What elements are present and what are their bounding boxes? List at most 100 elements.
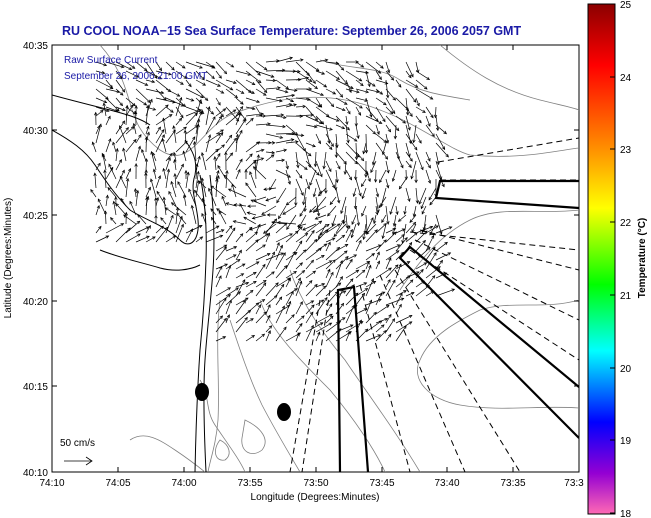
current-vector-head — [304, 166, 308, 170]
current-vector — [105, 106, 118, 112]
overlay-line-2: September 26, 2006 21:00 GMT — [64, 71, 207, 82]
current-vector-head — [329, 313, 333, 317]
current-vector — [185, 97, 194, 102]
current-vector-head — [382, 118, 386, 123]
current-vector — [305, 270, 316, 279]
current-vector-head — [218, 75, 222, 79]
current-vector — [250, 199, 267, 207]
current-vector — [385, 279, 391, 288]
current-vector-head — [149, 178, 154, 183]
current-vector — [295, 160, 308, 170]
x-tick-label: 73:3 — [564, 478, 584, 489]
current-vector-head — [429, 231, 433, 236]
current-vector-head — [390, 77, 395, 81]
current-vector — [185, 172, 189, 189]
current-vector-head — [388, 333, 392, 338]
colorbar-tick-label: 21 — [620, 291, 632, 302]
current-vector-head — [162, 196, 166, 201]
current-vector-head — [345, 225, 349, 229]
current-vector-head — [309, 182, 313, 186]
current-vector-head — [103, 169, 107, 173]
current-vector — [395, 315, 413, 324]
current-vector — [276, 187, 287, 203]
current-vector — [175, 97, 182, 117]
current-vector-head — [330, 271, 334, 276]
current-vector-head — [420, 166, 424, 171]
current-vector-head — [408, 74, 412, 79]
current-vector-head — [389, 110, 394, 115]
current-vector — [295, 323, 303, 333]
current-vector — [375, 70, 382, 80]
current-vector-head — [192, 141, 197, 145]
current-vector-head — [400, 297, 405, 301]
current-vector — [214, 156, 217, 171]
current-vector-head — [341, 107, 346, 112]
current-vector — [275, 284, 285, 297]
current-vector-head — [346, 139, 350, 144]
current-vector — [275, 265, 288, 279]
current-vector-head — [217, 152, 221, 157]
current-vector — [165, 129, 176, 144]
current-vector-head — [249, 289, 254, 294]
current-vector-head — [306, 185, 311, 190]
current-vector-head — [230, 64, 235, 68]
current-vector-head — [211, 65, 216, 69]
current-vector-head — [334, 154, 338, 159]
current-vector — [175, 79, 184, 85]
current-vector — [345, 292, 359, 306]
current-vector-head — [416, 271, 420, 275]
current-vector — [198, 180, 207, 189]
current-vector-head — [313, 238, 318, 243]
station-marker — [195, 383, 209, 401]
current-vector — [335, 61, 344, 71]
current-vector-head — [406, 111, 410, 116]
current-vector — [125, 220, 140, 234]
current-vector — [355, 151, 364, 161]
current-vector-head — [165, 104, 169, 108]
current-vector-head — [132, 102, 136, 107]
current-vector — [175, 106, 184, 118]
current-vector-head — [312, 144, 316, 148]
current-vector — [421, 205, 427, 215]
current-vector-head — [137, 233, 141, 237]
current-vector-head — [409, 113, 413, 118]
current-vector — [395, 142, 400, 160]
current-vector — [295, 114, 314, 117]
current-vector — [275, 79, 289, 90]
current-vector-head — [295, 140, 299, 144]
current-vector — [215, 246, 227, 261]
current-vector-head — [391, 318, 396, 322]
current-vector-head — [262, 92, 267, 96]
current-vector-head — [331, 222, 335, 227]
current-vector — [265, 282, 279, 297]
current-vector-head — [127, 167, 132, 172]
current-vector-head — [229, 152, 234, 157]
current-vector — [105, 195, 108, 207]
current-vector-head — [360, 64, 365, 68]
current-vector — [162, 118, 167, 135]
current-vector-head — [361, 212, 365, 217]
current-vector-head — [231, 183, 235, 188]
current-vector — [195, 163, 198, 180]
current-vector-head — [217, 165, 221, 169]
current-vector — [245, 88, 255, 94]
current-vector-head — [332, 91, 337, 95]
current-vector-head — [369, 114, 373, 118]
current-vector — [218, 211, 227, 225]
current-vector-head — [223, 317, 227, 322]
current-vector-head — [196, 123, 200, 128]
current-vector-head — [154, 197, 158, 201]
current-vector — [297, 223, 307, 227]
current-vector — [365, 169, 371, 182]
current-vector-head — [408, 164, 412, 169]
current-vector-head — [337, 320, 342, 325]
colorbar-tick-label: 18 — [620, 509, 632, 518]
current-vector — [335, 160, 341, 170]
current-vector-head — [287, 277, 291, 282]
current-vector-head — [404, 237, 408, 241]
current-vector-head — [160, 217, 164, 221]
current-vector-head — [409, 219, 413, 223]
current-vector — [355, 308, 367, 315]
current-vector-head — [340, 67, 345, 71]
